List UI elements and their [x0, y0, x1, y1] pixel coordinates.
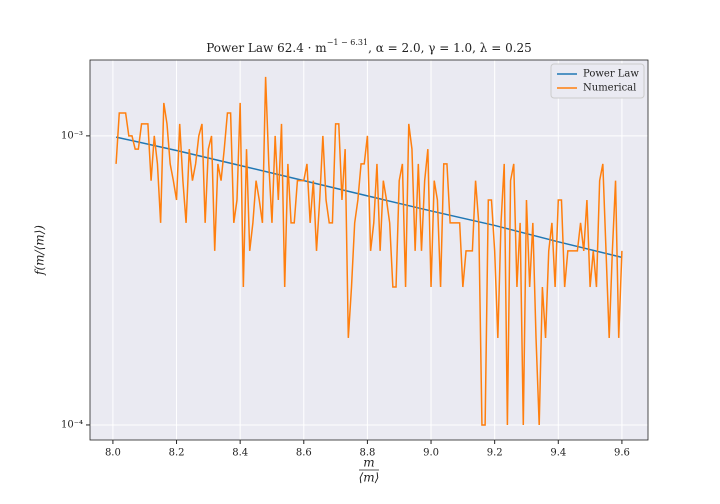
legend-label: Power Law: [583, 69, 639, 80]
x-tick-label: 9.0: [423, 448, 439, 459]
chart-title: Power Law 62.4 · m−1 − 6.31, α = 2.0, γ …: [206, 38, 532, 55]
x-tick-label: 8.0: [105, 448, 121, 459]
title-main: Power Law 62.4 · m: [206, 41, 327, 55]
y-tick-label: 10⁻⁴: [61, 419, 83, 430]
legend-box: [550, 63, 645, 99]
x-tick-label: 9.4: [550, 448, 566, 459]
x-tick-label: 8.8: [359, 448, 375, 459]
x-tick-label: 9.6: [614, 448, 630, 459]
y-label: f(m/⟨m⟩): [33, 225, 47, 276]
series-line: [115, 76, 623, 426]
x-label-numerator: m: [363, 456, 374, 470]
axes-frame: [89, 59, 649, 441]
y-tick-label: 10⁻³: [61, 130, 83, 141]
x-tick-label: 8.4: [232, 448, 248, 459]
title-exponent: −1 − 6.31: [327, 38, 368, 47]
legend-label: Numerical: [583, 83, 636, 94]
x-label-denominator: ⟨m⟩: [359, 471, 380, 485]
plot-area: [90, 60, 648, 440]
title-rest: , α = 2.0, γ = 1.0, λ = 0.25: [368, 41, 532, 55]
x-tick-label: 8.2: [169, 448, 185, 459]
series-line: [115, 136, 623, 259]
x-tick-label: 9.2: [487, 448, 503, 459]
x-tick-label: 8.6: [296, 448, 312, 459]
